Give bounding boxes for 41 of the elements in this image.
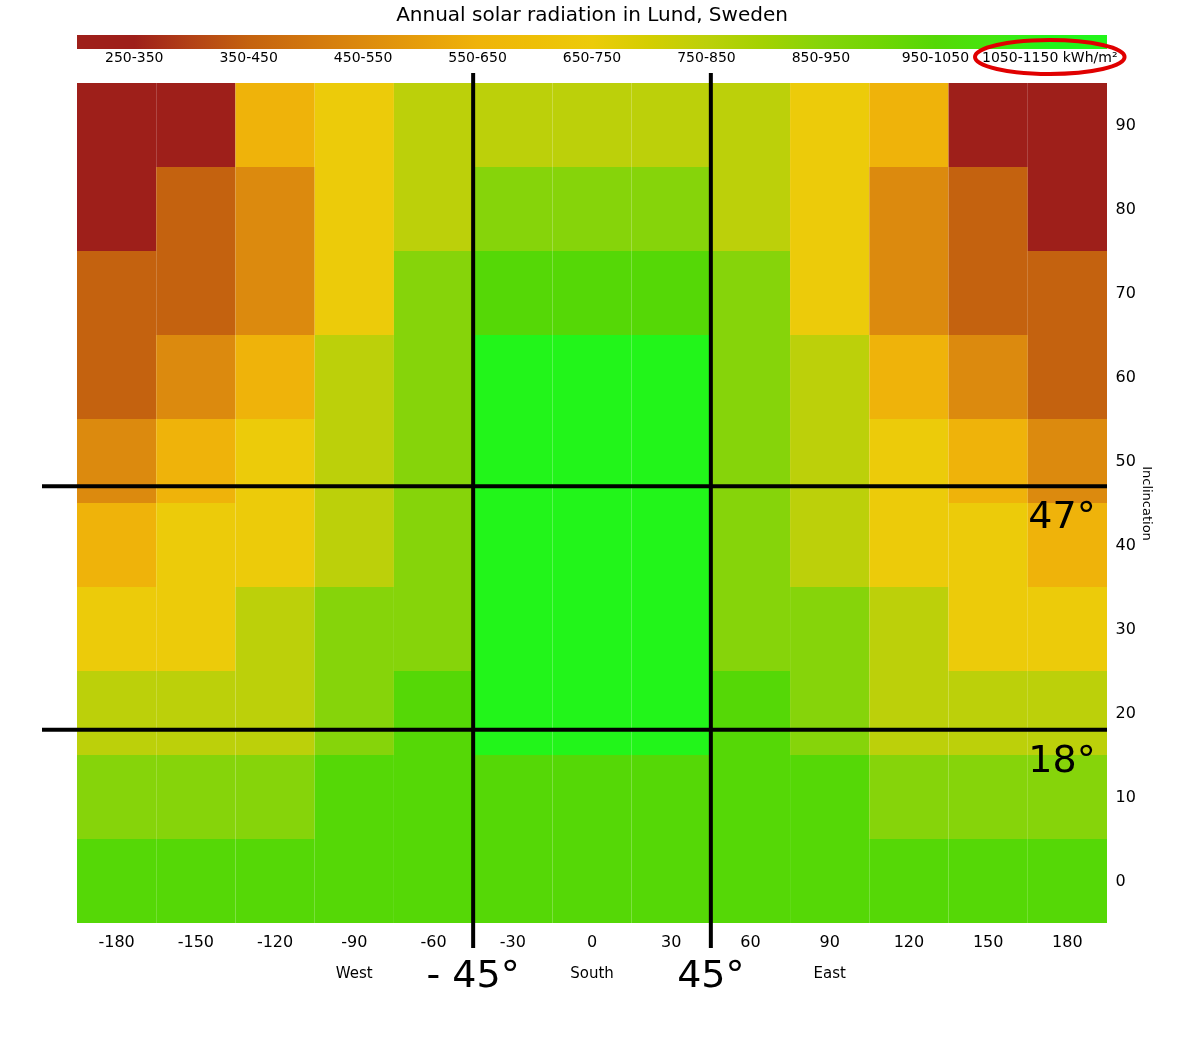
- color-bar-label: 550-650: [448, 49, 507, 65]
- color-bar-label: 350-450: [219, 49, 278, 65]
- text: South: [570, 964, 614, 982]
- x-tick-label: 60: [740, 931, 761, 951]
- color-bar-label: 750-850: [677, 49, 736, 65]
- x-tick-label: 180: [1052, 931, 1083, 951]
- text: West: [335, 964, 373, 982]
- x-tick-label: 30: [661, 931, 682, 951]
- y-tick-label: 10: [1115, 787, 1136, 806]
- y-tick-label: 0: [1115, 871, 1126, 890]
- y-tick-label: 90: [1115, 115, 1136, 134]
- x-tick-label: 150: [972, 931, 1004, 951]
- x-tick-label: 90: [819, 931, 840, 951]
- y-tick-label: 50: [1115, 451, 1136, 470]
- y-tick-label: 60: [1115, 367, 1136, 386]
- color-bar-label: 850-950: [791, 49, 851, 65]
- x-tick-label: -180: [98, 931, 135, 951]
- color-bar-label: 950-1050: [901, 49, 970, 65]
- y-tick-label: 40: [1115, 535, 1136, 554]
- y-tick-label: 30: [1115, 619, 1136, 638]
- annotation: 47°: [1028, 493, 1096, 538]
- x-tick-label: -120: [256, 931, 294, 951]
- x-tick-label: -60: [420, 931, 447, 951]
- x-tick-label: 0: [586, 931, 598, 951]
- x-tick-label: -90: [341, 931, 368, 951]
- text: 45°: [677, 952, 745, 996]
- text: East: [813, 964, 846, 982]
- y-axis-title: Inclincation: [1139, 466, 1155, 541]
- x-tick-label: -150: [177, 931, 214, 951]
- x-tick-label: 120: [893, 931, 925, 951]
- y-tick-label: 80: [1115, 199, 1136, 218]
- x-tick-label: -30: [499, 931, 526, 951]
- chart-title: Annual solar radiation in Lund, Sweden: [396, 2, 788, 26]
- y-tick-label: 20: [1115, 703, 1136, 722]
- y-tick-label: 70: [1115, 283, 1136, 302]
- color-bar-label: 650-750: [562, 49, 622, 65]
- color-bar-label: 450-550: [333, 49, 393, 65]
- annotation: 18°: [1028, 736, 1096, 781]
- color-bar-label: 1050-1150 kWh/m²: [982, 49, 1118, 65]
- text: - 45°: [426, 952, 520, 996]
- color-bar-label: 250-350: [104, 49, 164, 65]
